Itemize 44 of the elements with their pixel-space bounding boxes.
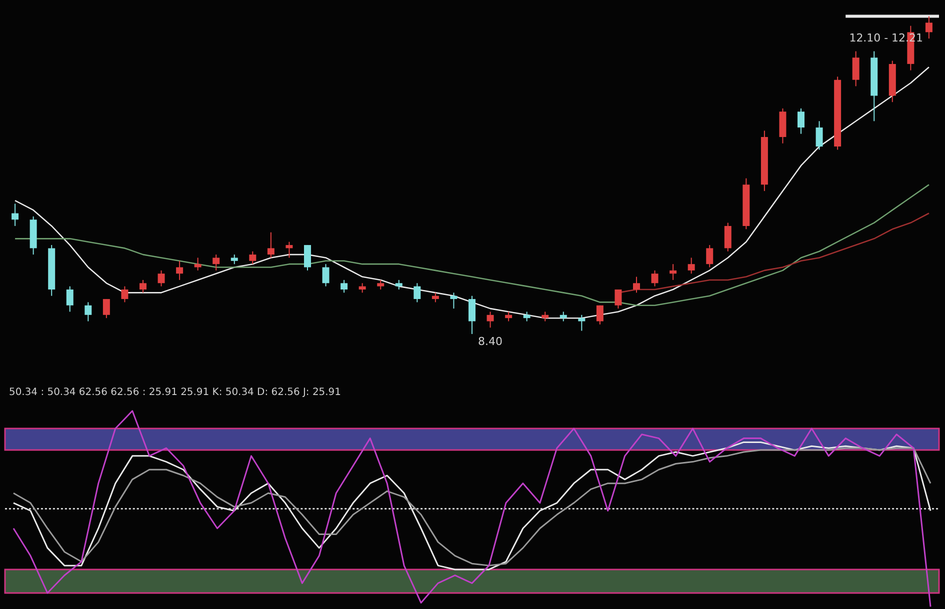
candlestick [340,279,348,294]
candlestick [798,108,805,134]
candlestick [852,50,860,87]
candlestick [523,311,530,322]
candlestick [102,298,110,319]
candlestick [84,302,92,322]
candlestick [322,264,330,287]
candlestick [414,282,421,303]
candlestick [176,260,184,280]
candlestick [706,244,714,268]
candlestick [358,282,366,294]
candlestick [505,311,512,322]
candlestick [230,254,238,265]
candlestick [158,270,165,287]
candlestick [249,250,256,265]
candlestick [688,257,695,274]
candlestick [450,292,458,310]
candlestick [651,270,658,287]
candlestick [12,203,19,226]
candlestick [816,120,823,150]
candlestick [286,241,293,258]
candlestick [633,276,640,294]
candlestick [560,311,567,322]
candlestick [194,257,202,271]
candlestick [267,232,274,258]
candlestick [377,279,384,290]
candlestick [304,244,311,271]
candlestick [542,311,549,322]
candlestick [925,16,932,40]
text: 50.34 : 50.34 62.56 62.56 : 25.91 25.91 K: 50.34 D: 62.56 J: 25.91 [8,386,341,398]
candlestick [596,304,604,325]
candlestick [66,286,74,312]
candlestick [121,286,128,303]
candlestick [724,222,732,252]
candlestick [578,314,586,332]
candlestick [486,311,494,328]
candlestick [670,264,677,280]
candlestick [432,292,439,303]
text: 8.40 [478,334,502,348]
candlestick [212,254,220,271]
candlestick [614,289,622,310]
candlestick [395,279,402,290]
candlestick [140,279,146,294]
candlestick [468,295,476,334]
